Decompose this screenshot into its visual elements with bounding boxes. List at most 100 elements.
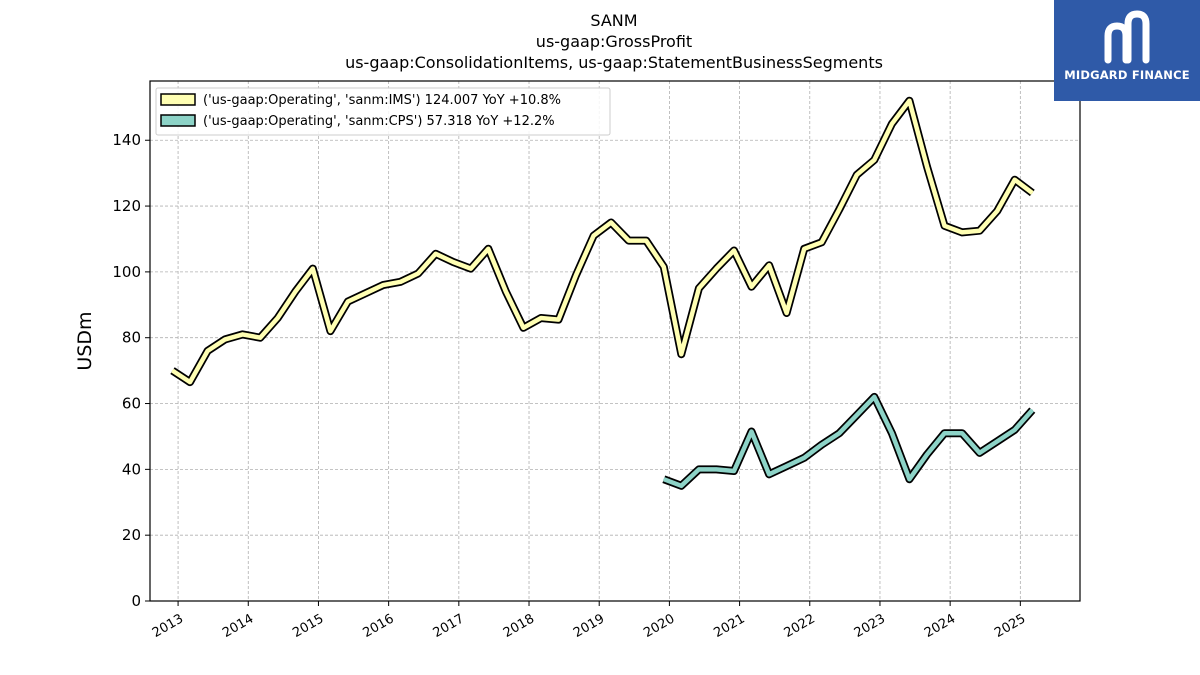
- series-line-0: [171, 98, 1034, 385]
- data-point: [768, 473, 770, 475]
- y-tick-label: 140: [112, 131, 141, 149]
- data-point: [821, 444, 823, 446]
- data-point: [628, 240, 630, 242]
- data-point: [487, 248, 489, 250]
- x-tick-label: 2018: [501, 611, 537, 641]
- x-tick-label: 2023: [852, 611, 888, 641]
- data-point: [470, 268, 472, 270]
- chart-title-line-2: us-gaap:GrossProfit: [536, 32, 692, 51]
- data-point: [786, 312, 788, 314]
- x-tick-label: 2022: [782, 611, 818, 641]
- data-point: [364, 292, 367, 294]
- x-tick-label: 2014: [220, 611, 256, 641]
- x-tick-label: 2024: [922, 611, 958, 641]
- data-point: [557, 319, 560, 321]
- data-point: [259, 337, 261, 339]
- data-point: [786, 465, 788, 467]
- series-outline-0: [170, 96, 1035, 387]
- data-point: [382, 284, 384, 286]
- legend-label-ims: ('us-gaap:Operating', 'sanm:IMS') 124.00…: [203, 93, 561, 108]
- data-point: [207, 350, 209, 352]
- data-point: [1031, 409, 1033, 411]
- chart-title-line-3: us-gaap:ConsolidationItems, us-gaap:Stat…: [345, 53, 883, 72]
- y-tick-label: 40: [122, 460, 141, 478]
- data-point: [663, 266, 665, 268]
- data-point: [242, 333, 244, 335]
- data-point: [575, 274, 577, 276]
- data-point: [610, 221, 612, 224]
- data-point: [979, 230, 981, 232]
- midgard-logo-icon: [1104, 10, 1150, 64]
- legend-label-cps: ('us-gaap:Operating', 'sanm:CPS') 57.318…: [203, 114, 555, 129]
- data-point: [926, 166, 928, 168]
- legend-swatch-cps: [160, 114, 196, 127]
- data-point: [856, 174, 858, 176]
- plot-area-frame: [149, 80, 1081, 602]
- data-point: [891, 432, 893, 434]
- data-point: [961, 231, 963, 233]
- data-point: [996, 440, 998, 442]
- data-point: [224, 338, 226, 340]
- data-point: [715, 268, 718, 270]
- data-point: [838, 208, 840, 210]
- data-point: [750, 430, 753, 433]
- data-point: [663, 478, 665, 480]
- data-point: [943, 225, 946, 227]
- data-point: [926, 453, 928, 456]
- grid-lines: [150, 81, 1080, 602]
- data-point: [452, 261, 454, 263]
- logo-text: MIDGARD FINANCE: [1064, 68, 1190, 82]
- y-tick-label: 120: [112, 197, 141, 215]
- y-tick-label: 80: [122, 329, 141, 347]
- data-point: [803, 248, 805, 250]
- data-point: [680, 353, 682, 355]
- y-tick-label: 0: [131, 592, 141, 610]
- data-point: [943, 432, 946, 434]
- data-point: [768, 264, 770, 266]
- data-point: [1014, 179, 1016, 181]
- data-point: [750, 286, 753, 288]
- data-point: [698, 468, 700, 470]
- data-point: [329, 330, 331, 332]
- data-point: [680, 485, 682, 487]
- data-series: [170, 96, 1036, 490]
- series-line-1: [663, 394, 1034, 489]
- data-point: [277, 317, 279, 319]
- data-point: [733, 249, 735, 252]
- data-point: [698, 287, 700, 289]
- data-point: [873, 396, 875, 398]
- y-axis-ticks: 0 20 40 60 80 100 120 140: [112, 131, 150, 610]
- data-point: [908, 100, 911, 102]
- x-tick-label: 2015: [290, 611, 326, 641]
- data-point: [400, 281, 402, 283]
- x-tick-label: 2020: [641, 611, 677, 641]
- x-axis-ticks: 2013 2014 2015 2016 2017 2018 2019 2020 2021 2022…: [150, 601, 1028, 641]
- x-tick-label: 2017: [431, 611, 467, 641]
- data-point: [312, 268, 314, 270]
- data-point: [838, 432, 840, 434]
- data-point: [1031, 192, 1033, 194]
- data-point: [435, 253, 437, 255]
- data-point: [645, 240, 647, 242]
- y-axis-label: USDm: [74, 311, 96, 370]
- y-tick-label: 20: [122, 526, 141, 544]
- data-point: [540, 317, 542, 319]
- data-point: [821, 241, 823, 243]
- series-outline-1: [662, 392, 1036, 490]
- data-point: [961, 432, 963, 434]
- data-point: [996, 210, 998, 212]
- data-point: [593, 235, 595, 237]
- data-point: [171, 370, 174, 372]
- data-point: [873, 159, 875, 161]
- data-point: [417, 272, 419, 275]
- x-tick-label: 2021: [711, 611, 747, 641]
- legend-swatch-ims: [160, 93, 196, 106]
- data-point: [715, 468, 718, 470]
- data-point: [522, 327, 525, 329]
- y-tick-label: 100: [112, 263, 141, 281]
- x-tick-label: 2019: [571, 611, 607, 641]
- data-point: [979, 452, 981, 454]
- data-point: [1014, 429, 1016, 431]
- data-point: [189, 381, 191, 383]
